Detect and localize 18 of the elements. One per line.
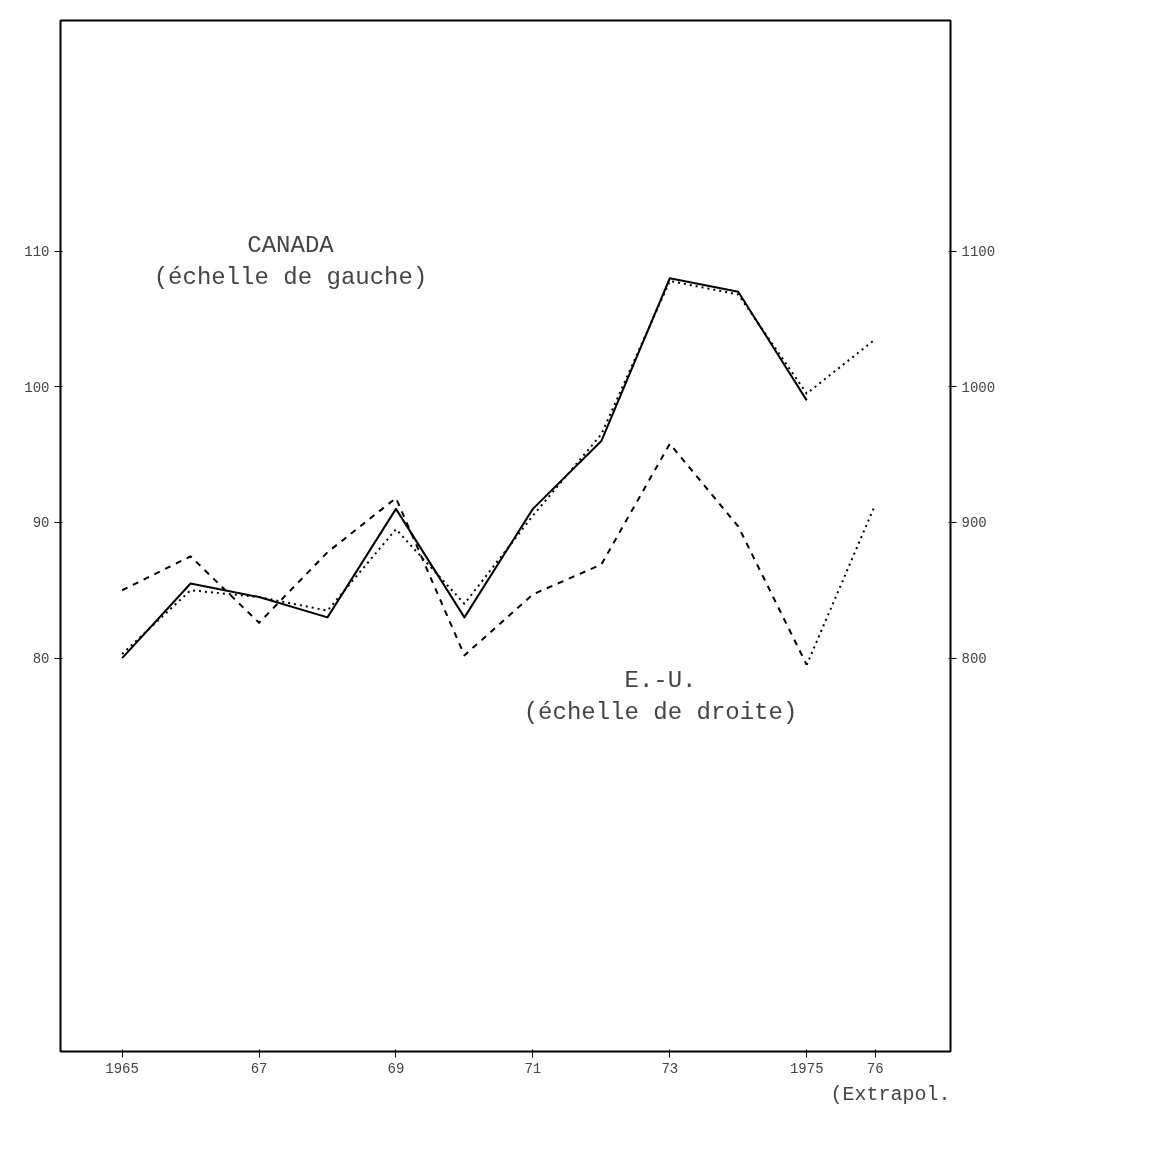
x-tick-label: 1965 <box>105 1060 139 1077</box>
text: (Extrapol. <box>830 1082 951 1106</box>
annotation: CANADA (échelle de gauche) <box>153 232 428 292</box>
x-tick-label: 73 <box>661 1060 679 1077</box>
y-tick-label: 80 <box>32 651 50 668</box>
y2-tick-label: 800 <box>961 651 987 668</box>
y2-tick-label: 1100 <box>961 244 996 261</box>
y2-tick-label: 900 <box>961 515 987 532</box>
annotation: E.-U. (échelle de droite) <box>523 667 798 727</box>
x-tick-label: 76 <box>866 1060 884 1077</box>
y-tick-label: 100 <box>24 379 50 396</box>
x-tick-label: 69 <box>387 1060 405 1077</box>
x-tick-label: 1975 <box>789 1060 824 1077</box>
x-tick-label: 67 <box>250 1060 268 1077</box>
y2-tick-label: 1000 <box>961 379 996 396</box>
y-tick-label: 110 <box>24 244 50 261</box>
x-tick-label: 71 <box>524 1060 542 1077</box>
y-tick-label: 90 <box>32 515 50 532</box>
